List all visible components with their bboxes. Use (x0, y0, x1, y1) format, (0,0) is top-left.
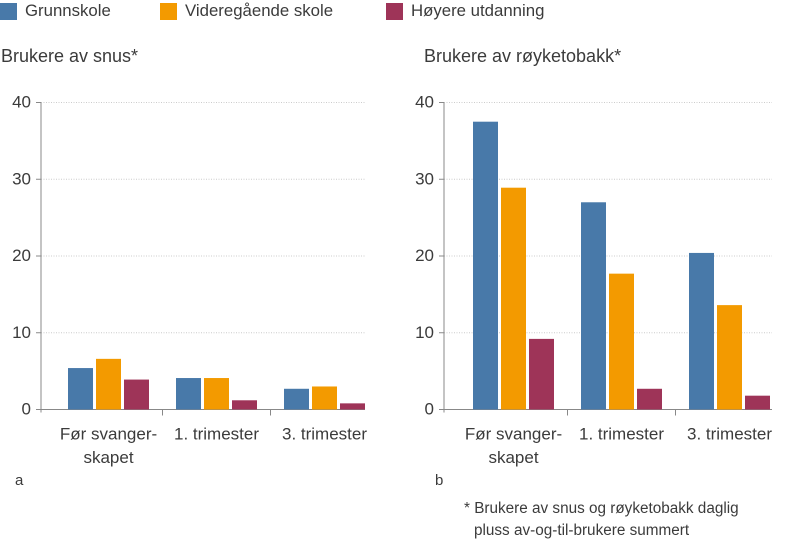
svg-text:skapet: skapet (83, 448, 133, 467)
svg-text:0: 0 (22, 400, 31, 419)
svg-text:Før svanger-: Før svanger- (60, 425, 157, 444)
svg-text:20: 20 (12, 246, 31, 265)
svg-text:1. trimester: 1. trimester (579, 425, 664, 444)
svg-text:40: 40 (415, 93, 434, 112)
svg-text:40: 40 (12, 93, 31, 112)
svg-text:20: 20 (415, 246, 434, 265)
svg-text:30: 30 (12, 169, 31, 188)
svg-text:0: 0 (425, 400, 434, 419)
svg-text:10: 10 (415, 323, 434, 342)
svg-text:skapet: skapet (488, 448, 538, 467)
svg-text:3. trimester: 3. trimester (687, 425, 772, 444)
svg-text:Før svanger-: Før svanger- (465, 425, 562, 444)
svg-text:1. trimester: 1. trimester (174, 425, 259, 444)
svg-text:30: 30 (415, 169, 434, 188)
svg-text:10: 10 (12, 323, 31, 342)
svg-text:3. trimester: 3. trimester (282, 425, 367, 444)
